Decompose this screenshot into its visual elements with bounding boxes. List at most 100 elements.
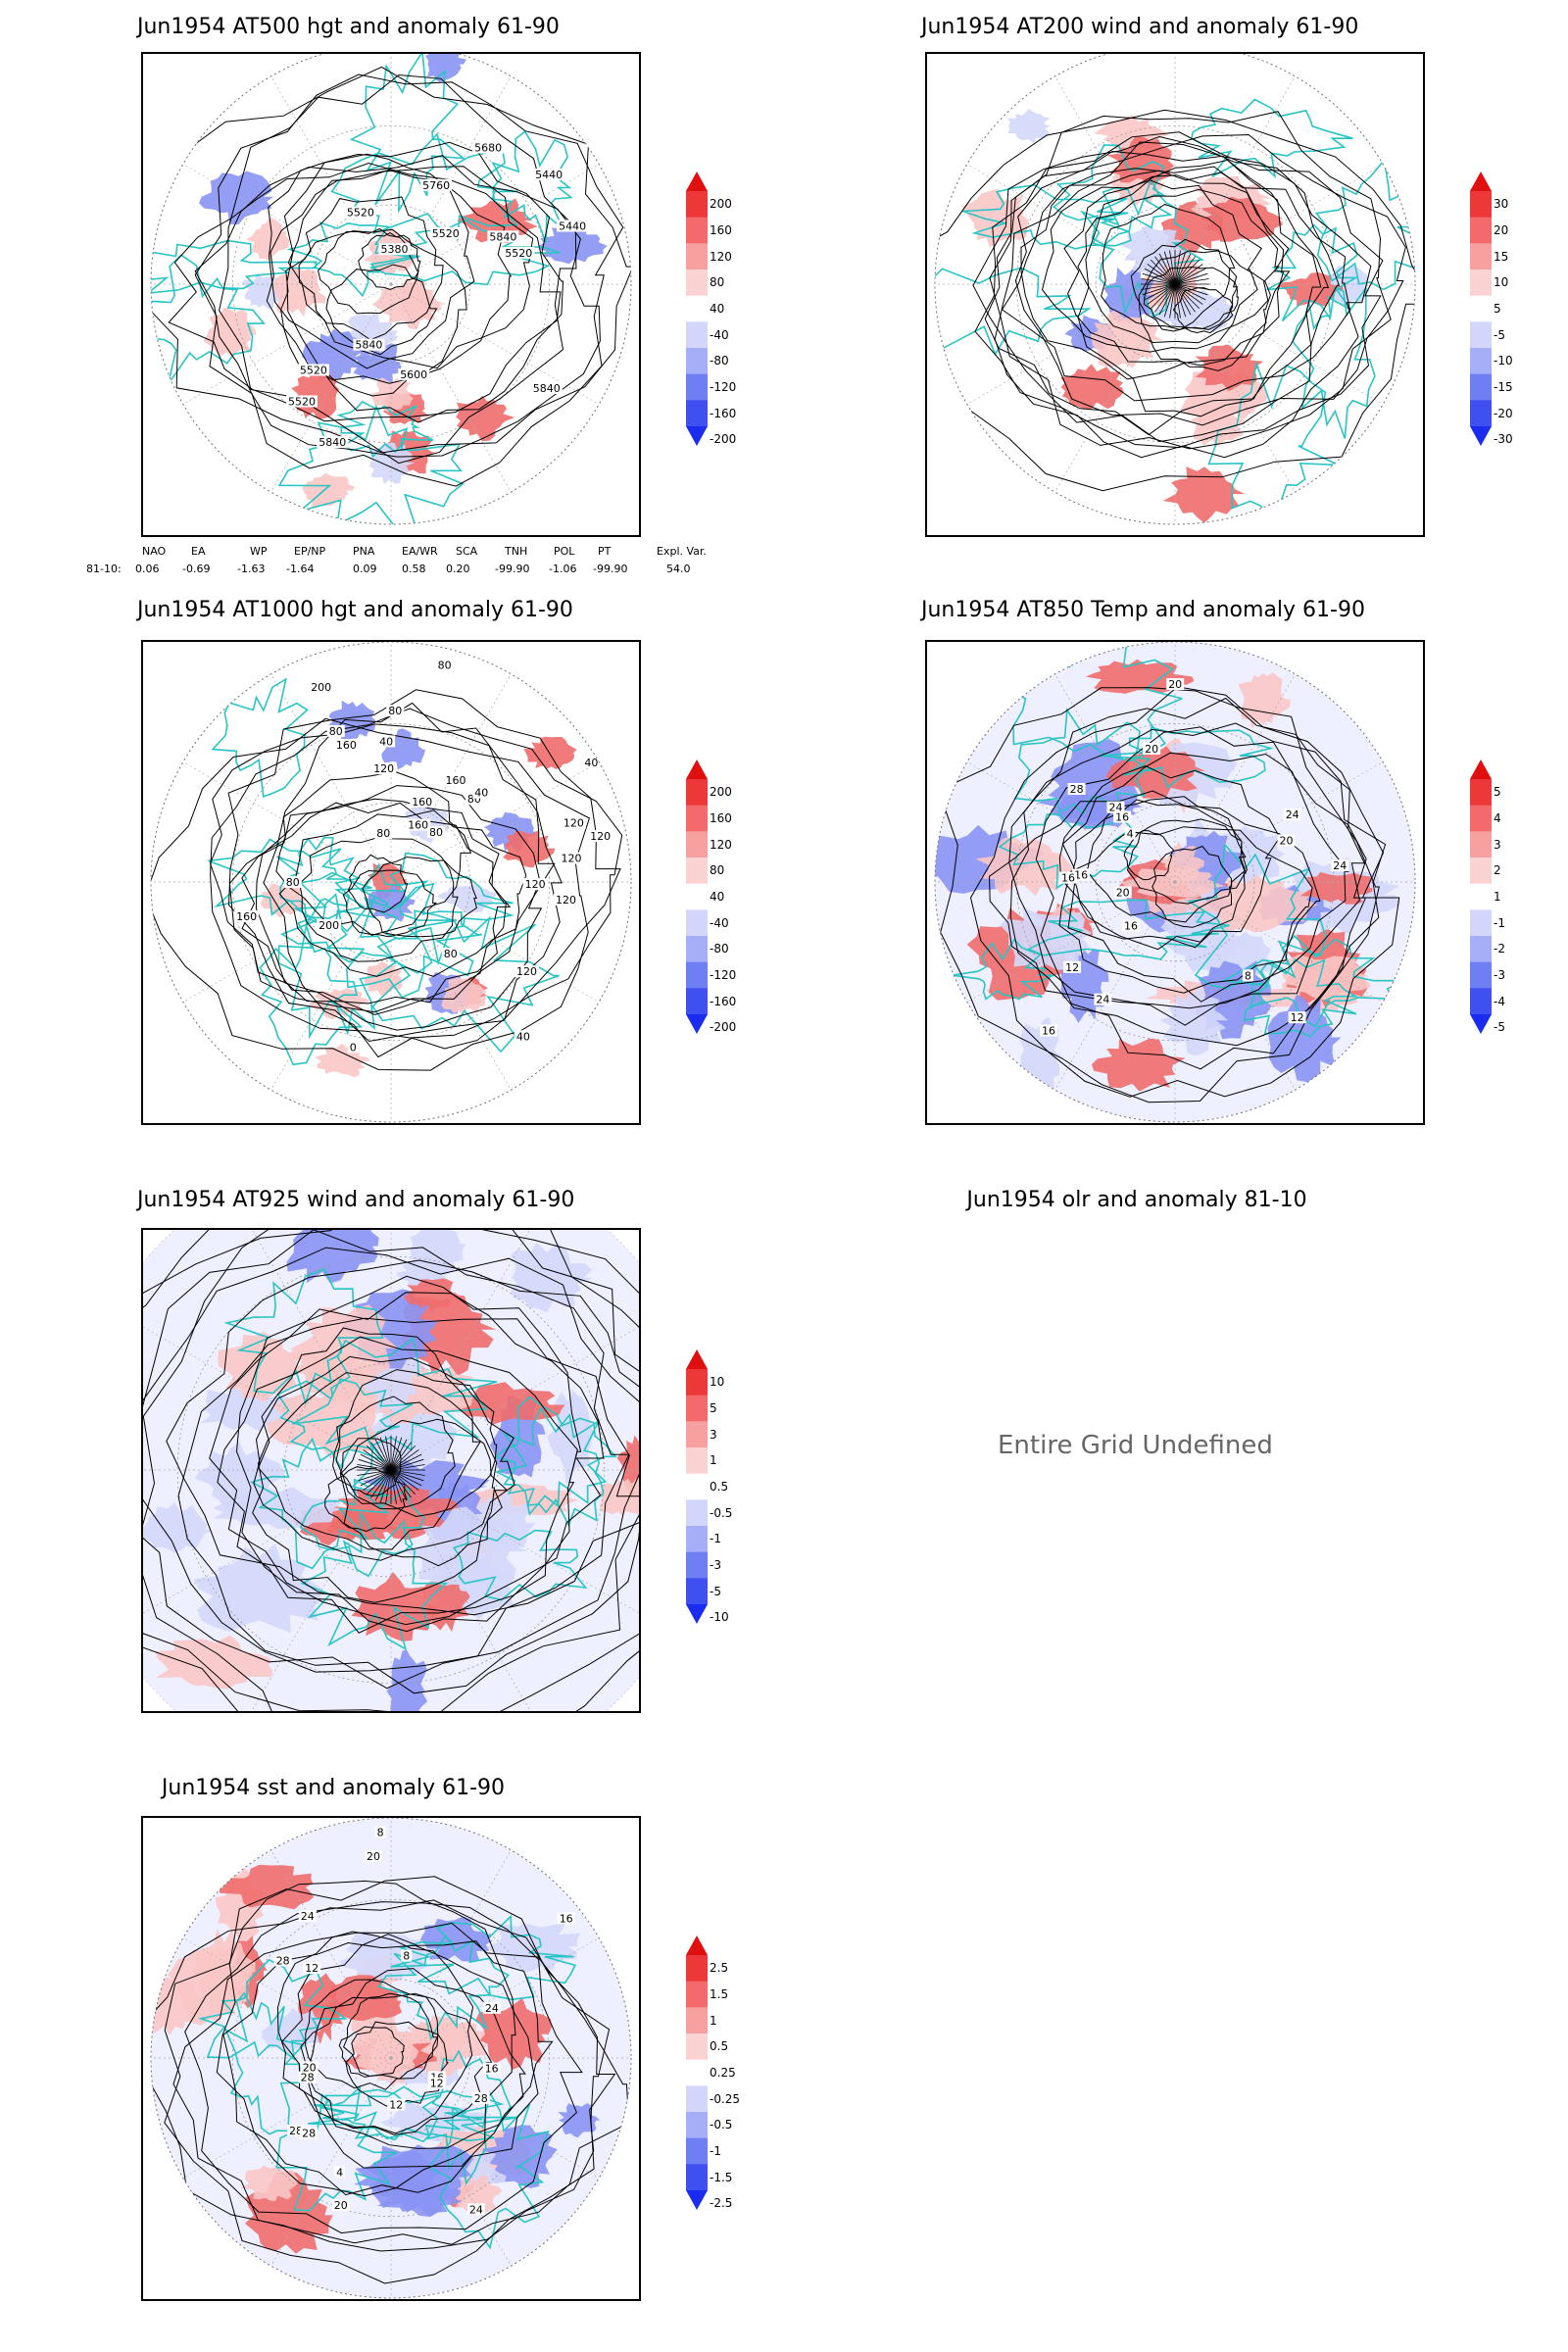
map-at850: 16 16 24 20 24 20 16 12 16 20 24 28 24 20 16 4 8 12 [925, 640, 1425, 1125]
streamline-convergence [390, 1439, 408, 1471]
contour-label-bg [487, 230, 519, 243]
map-at1000: 80 120 160 120 200 160 80 80 120 80 40 160 120 80 0 40 8… [141, 640, 641, 1125]
meridian-line [390, 283, 600, 405]
contour-label-bg [387, 2098, 406, 2111]
contour-label-bg [472, 141, 505, 154]
coastline [1266, 223, 1359, 331]
colorbar-swatch [1470, 805, 1492, 832]
coastline [299, 1476, 425, 1578]
contour-label: 80 [429, 826, 443, 839]
map-content: 5840 5840 5520 5520 5520 5440 5520 5380 5440 5520… [151, 54, 631, 524]
colorbar-swatch [686, 1499, 708, 1527]
coastline [307, 2085, 518, 2143]
contour-label-bg [557, 220, 589, 232]
streamline [1138, 250, 1271, 371]
colorbar-swatch [1470, 961, 1492, 989]
teleconnection-header: TNH [505, 545, 528, 558]
coastline [377, 1934, 511, 2041]
positive-anomaly-area [368, 377, 415, 413]
coastline [319, 2088, 483, 2141]
streamline [1014, 133, 1406, 426]
contour-label-bg [466, 2203, 485, 2216]
streamline-convergence [1147, 283, 1176, 305]
streamline-convergence [1174, 264, 1203, 285]
contour-label-bg [1113, 886, 1132, 899]
contour-line [219, 74, 577, 465]
coastline [223, 1268, 384, 1406]
teleconnection-header: POL [554, 545, 575, 558]
colorbar-swatch [686, 779, 708, 807]
streamline-convergence [1169, 250, 1176, 285]
contour-label-bg [273, 1954, 292, 1967]
colorbar-min-arrow [686, 1014, 708, 1034]
contour-label: 16 [560, 1912, 573, 1925]
contour-label: 5520 [347, 207, 374, 220]
colorbar-min-arrow [1470, 426, 1492, 446]
colorbar-tick-label: -1 [710, 2144, 721, 2158]
coastline [211, 677, 309, 799]
contour-label: 20 [1145, 743, 1158, 756]
streamline-convergence [1174, 259, 1200, 285]
meridian-line [966, 761, 1176, 883]
meridian-line [390, 75, 512, 285]
contour-label: 5520 [432, 227, 460, 240]
positive-anomaly-area [451, 1382, 565, 1425]
contour-label: 160 [336, 739, 357, 752]
colorbar-swatch [1470, 883, 1492, 910]
contour-line [358, 232, 421, 290]
colorbar-swatch [686, 883, 708, 910]
map-at925-svg [143, 1230, 639, 1711]
map-sst: 2828242420201616121282828282420161284 [141, 1816, 641, 2301]
meridian-line [1174, 283, 1296, 493]
coastline [324, 882, 482, 999]
colorbar-tick-label: 10 [1494, 275, 1509, 290]
coastline [1026, 899, 1230, 960]
colorbar-swatches [686, 1936, 708, 2210]
colorbar-swatch [686, 2034, 708, 2061]
colorbar-tick-label: 0.5 [710, 2039, 729, 2054]
contour-label-bg [427, 2077, 446, 2089]
coastline [962, 184, 1132, 250]
contour-label-bg [303, 1962, 321, 1975]
contour-label-bg [234, 910, 260, 923]
teleconnection-row-label: 81-10: [86, 563, 122, 575]
contour-label-bg [1288, 1011, 1306, 1024]
contour-label: 24 [1286, 808, 1299, 821]
colorbar-swatch [1470, 909, 1492, 937]
olr-undefined-message: Entire Grid Undefined [998, 1431, 1273, 1460]
meridian-line [270, 283, 392, 493]
coastline [259, 925, 364, 1066]
colorbar-tick-label: -5 [710, 1584, 721, 1598]
positive-anomaly-area [1105, 746, 1205, 799]
colorbar-swatch [686, 243, 708, 270]
positive-anomaly-area [456, 395, 515, 442]
streamline-convergence [390, 1458, 424, 1471]
colorbar-swatch [686, 909, 708, 937]
meridian-line [270, 673, 392, 883]
teleconnection-headers: NAO EA WP EP/NP PNA EA/WR SCA TNH POL PT Expl. Var… [0, 544, 745, 560]
contour-line [194, 155, 601, 458]
contour-label-bg [334, 2166, 346, 2179]
negative-anomaly-area [404, 1506, 528, 1589]
meridian-line [270, 1849, 392, 2059]
contour-label-bg [297, 364, 329, 376]
streamline-convergence [363, 1449, 392, 1471]
contour-label-bg [1242, 969, 1253, 982]
colorbar-swatch [686, 1421, 708, 1448]
colorbar-swatch [686, 1369, 708, 1396]
streamline-convergence [1158, 283, 1176, 316]
streamline-convergence [390, 1464, 425, 1471]
streamline-convergence [370, 1442, 392, 1471]
streamline-convergence [390, 1469, 408, 1501]
streamline-convergence [1174, 253, 1192, 285]
teleconnection-value: -99.90 [593, 563, 628, 575]
positive-anomaly-area [203, 307, 257, 358]
colorbar-swatch [1470, 373, 1492, 401]
contour-label: 16 [1124, 919, 1138, 932]
colorbar-tick-label: 80 [710, 863, 725, 878]
contour-line [938, 687, 1380, 1103]
contour-label-bg [588, 830, 613, 843]
streamline-convergence [1163, 251, 1176, 285]
colorbar-swatch [686, 1955, 708, 1983]
positive-anomaly-area [523, 736, 577, 770]
